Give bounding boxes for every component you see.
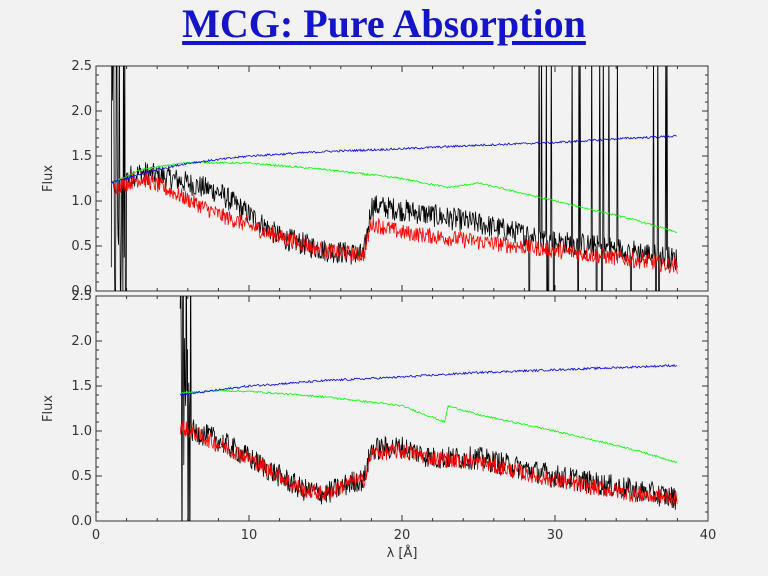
y-tick-label: 1.0 [71,194,92,209]
y-tick-label: 0.5 [71,239,92,254]
y-axis-label: Flux [41,395,56,422]
slide-title: MCG: Pure Absorption [182,1,586,46]
y-tick-label: 2.5 [71,59,92,74]
x-tick-label: 30 [547,528,564,543]
y-tick-label: 0.0 [71,284,92,299]
y-tick-label: 0.5 [71,469,92,484]
series-line-top [110,160,677,234]
y-tick-label: 1.5 [71,379,92,394]
y-tick-label: 2.0 [71,104,92,119]
x-tick-label: 20 [394,528,411,543]
x-tick-label: 10 [241,528,258,543]
x-tick-label: 0 [92,528,100,543]
y-tick-label: 1.0 [71,424,92,439]
y-axis-label: Flux [41,165,56,192]
series-line-bottom [179,363,678,397]
series-line-top [111,134,677,184]
y-tick-label: 2.0 [71,334,92,349]
series-line-bottom [180,389,678,464]
x-tick-label: 40 [700,528,717,543]
y-tick-label: 0.0 [71,514,92,529]
series-line-bottom [179,421,678,506]
x-axis-label: λ [Å] [387,545,418,561]
series-line-top [110,66,678,291]
y-tick-label: 1.5 [71,149,92,164]
y-tick-label: 2.5 [71,289,92,304]
series-line-top [110,172,678,274]
